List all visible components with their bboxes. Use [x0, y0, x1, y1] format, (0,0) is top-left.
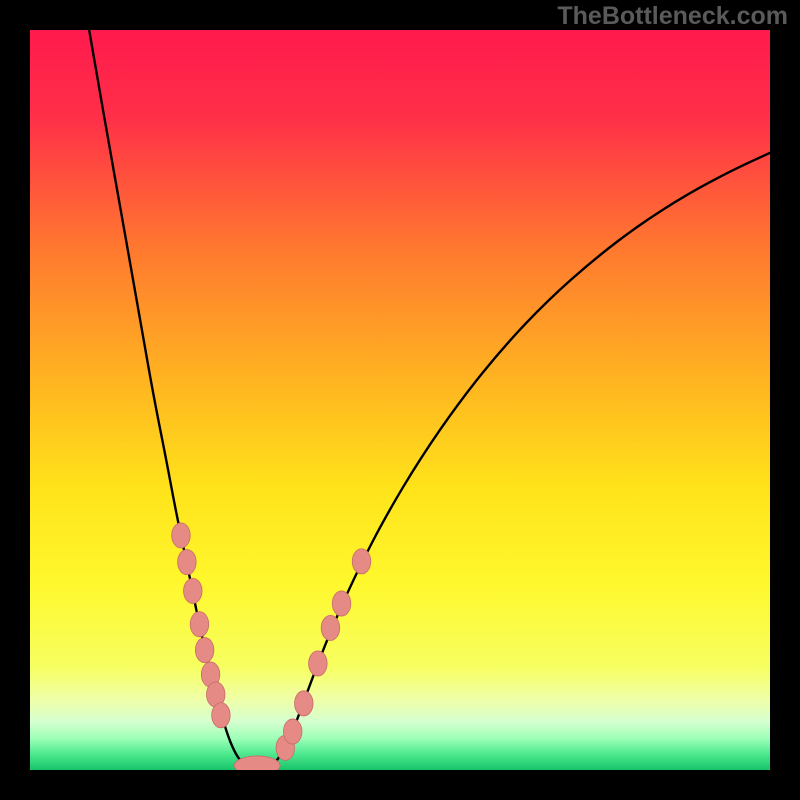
- bead-right-5: [332, 591, 351, 616]
- bead-left-4: [195, 638, 214, 663]
- figure-root: TheBottleneck.com: [0, 0, 800, 800]
- bead-right-4: [321, 615, 340, 640]
- chart-svg: [30, 30, 770, 770]
- bead-left-1: [178, 549, 197, 574]
- bead-right-3: [309, 651, 328, 676]
- bead-left-0: [172, 523, 191, 548]
- bead-left-2: [184, 578, 203, 603]
- bead-right-6: [352, 549, 371, 574]
- watermark-text: TheBottleneck.com: [557, 2, 788, 31]
- bead-left-7: [212, 703, 231, 728]
- bead-right-2: [295, 691, 314, 716]
- bead-right-1: [283, 719, 302, 744]
- bead-left-3: [190, 612, 209, 637]
- gradient-background: [30, 30, 770, 770]
- plot-area: [30, 30, 770, 770]
